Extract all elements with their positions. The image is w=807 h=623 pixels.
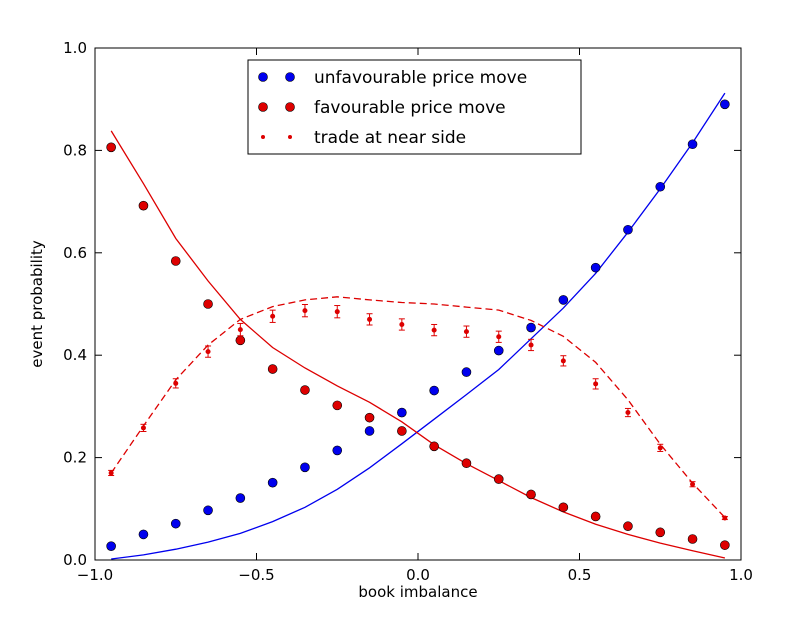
data-point [235, 493, 246, 503]
data-point [364, 426, 375, 436]
data-point [496, 334, 502, 340]
data-point [431, 327, 437, 333]
data-point [590, 511, 601, 522]
legend-marker [261, 135, 265, 139]
data-point [138, 529, 149, 540]
data-point [461, 367, 472, 377]
y-tick-label: 0.6 [63, 244, 87, 262]
data-point [463, 329, 469, 335]
legend-label: favourable price move [314, 98, 506, 118]
data-point [528, 342, 534, 348]
x-tick-label: 0.5 [568, 566, 592, 584]
data-point [558, 295, 569, 305]
legend-box [247, 59, 582, 155]
data-point [593, 381, 599, 387]
y-tick-label: 0.8 [63, 141, 87, 159]
data-point [461, 458, 472, 469]
series-2 [108, 304, 728, 521]
data-point [140, 425, 146, 431]
data-point [560, 358, 566, 364]
data-point [720, 99, 730, 110]
data-point [623, 224, 633, 235]
data-point [655, 527, 666, 538]
data-point [235, 335, 246, 346]
data-point [493, 345, 504, 356]
data-point [106, 142, 116, 153]
data-point [203, 299, 213, 309]
data-point [558, 502, 569, 513]
data-point [300, 385, 310, 395]
data-point [399, 321, 405, 327]
data-point [687, 139, 698, 150]
model-curve-2 [110, 296, 726, 518]
legend-marker [285, 72, 295, 82]
data-point [270, 313, 276, 319]
data-point [625, 410, 631, 416]
data-point [526, 489, 536, 500]
y-axis-label: event probability [28, 240, 46, 368]
data-point [493, 474, 504, 484]
x-tick-label: −0.5 [238, 566, 274, 584]
data-point [332, 445, 343, 456]
x-axis-label: book imbalance [358, 583, 477, 601]
data-point [138, 200, 149, 211]
data-point [623, 521, 633, 532]
legend-marker [285, 102, 295, 112]
data-point [237, 327, 243, 333]
y-tick-label: 0.4 [63, 346, 87, 364]
data-point [367, 316, 373, 322]
legend-marker [258, 102, 268, 112]
data-point [429, 385, 439, 396]
y-tick-label: 0.0 [63, 551, 87, 569]
data-point [302, 308, 308, 314]
data-point [108, 470, 114, 476]
data-point [170, 518, 181, 529]
data-point [173, 380, 179, 386]
legend-label: trade at near side [314, 128, 466, 148]
y-tick-label: 0.2 [63, 449, 87, 467]
points-layer [106, 99, 730, 551]
x-tick-label: 0.0 [406, 566, 430, 584]
legend-marker [258, 72, 268, 82]
data-point [300, 462, 310, 473]
data-point [106, 541, 116, 551]
data-point [332, 400, 343, 411]
data-point [722, 515, 728, 521]
legend-marker [288, 135, 292, 139]
model-curve-0 [111, 92, 726, 560]
data-point [397, 426, 407, 436]
data-point [205, 349, 211, 355]
data-point [397, 407, 407, 418]
data-point [720, 540, 730, 550]
model-curve-1 [110, 130, 726, 559]
series-1 [106, 142, 730, 550]
data-point [687, 534, 698, 544]
data-point [267, 364, 278, 374]
data-point [203, 505, 213, 516]
data-point [657, 445, 663, 451]
legend-label: unfavourable price move [314, 68, 527, 88]
x-tick-label: −1.0 [77, 566, 113, 584]
x-tick-label: 1.0 [729, 566, 753, 584]
curves-layer [110, 92, 726, 560]
ticks-layer: −1.0 −0.5 0.0 0.5 1.0 0.0 0.2 0.4 0.6 0.8 1.0 [63, 39, 753, 584]
data-point [364, 412, 375, 423]
legend: unfavourable price move favourable price … [247, 59, 582, 155]
data-point [170, 256, 181, 266]
data-point [590, 262, 601, 273]
data-point [655, 181, 666, 192]
data-point [334, 309, 340, 315]
data-point [429, 441, 439, 452]
data-point [526, 322, 536, 333]
data-point [690, 481, 696, 487]
y-tick-label: 1.0 [63, 39, 87, 57]
data-point [267, 477, 278, 488]
series-0 [106, 99, 730, 551]
